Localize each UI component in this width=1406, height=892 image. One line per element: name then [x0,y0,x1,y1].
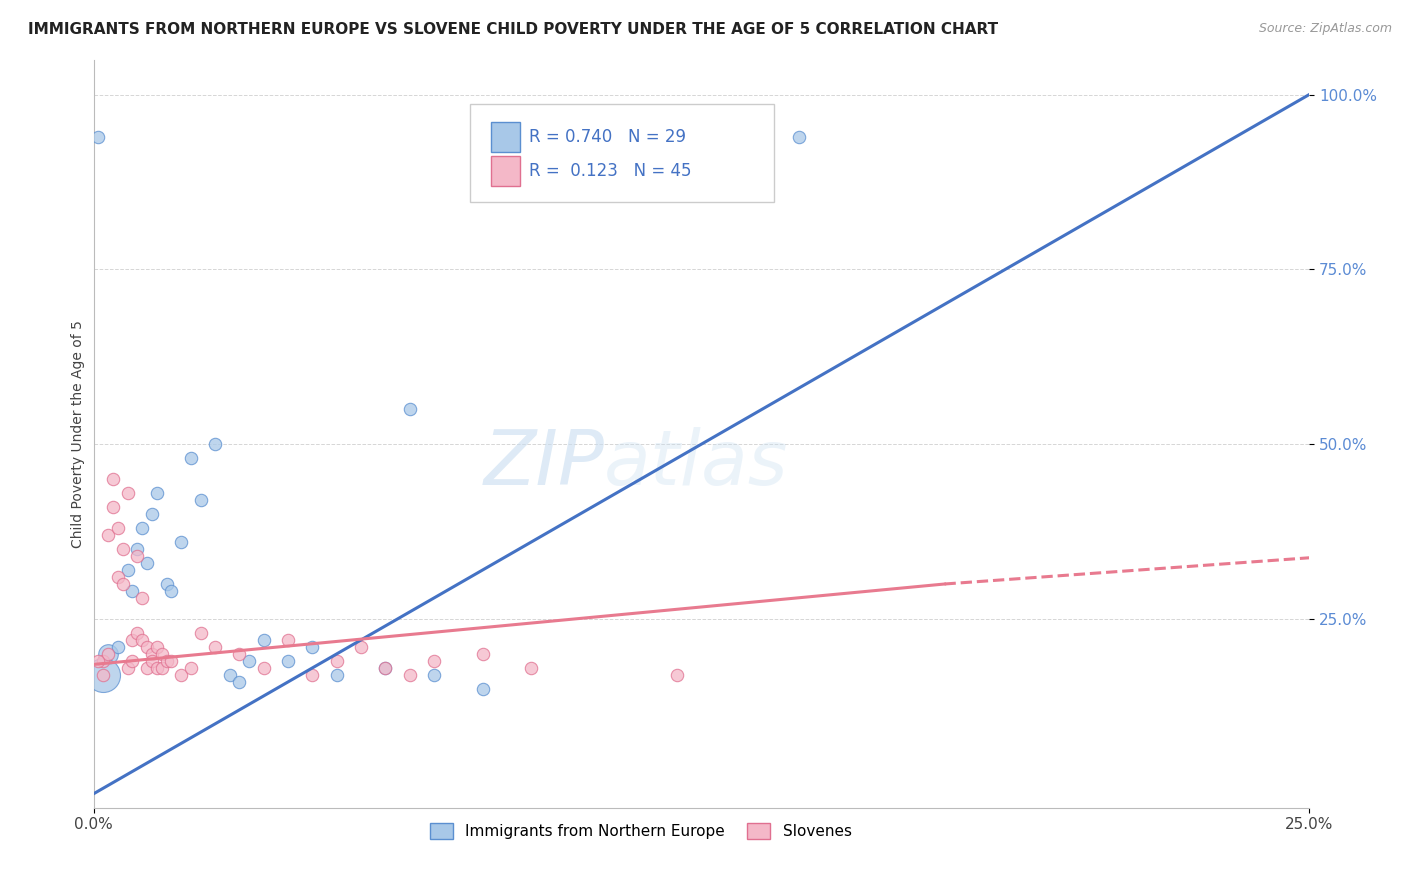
Point [136,556,159,570]
Point [121,584,143,599]
Point [146,486,169,500]
Point [107,640,129,654]
Point [97,528,120,542]
Point [374,661,396,675]
Text: ZIP: ZIP [484,426,605,500]
Point [204,437,226,451]
Point [141,507,163,521]
Point [136,661,159,675]
Point [666,668,689,682]
Point [87,129,110,144]
Point [146,640,169,654]
Point [146,661,169,675]
Point [91,668,114,682]
Point [238,654,260,668]
Point [111,542,134,557]
Point [170,535,193,549]
Point [301,668,323,682]
Point [91,668,114,682]
Point [97,647,120,661]
Point [155,577,177,591]
Legend: Immigrants from Northern Europe, Slovenes: Immigrants from Northern Europe, Slovene… [423,817,858,845]
Point [101,500,124,514]
Point [190,626,212,640]
Point [160,584,183,599]
Point [150,647,173,661]
Point [136,640,159,654]
Point [160,654,183,668]
Text: IMMIGRANTS FROM NORTHERN EUROPE VS SLOVENE CHILD POVERTY UNDER THE AGE OF 5 CORR: IMMIGRANTS FROM NORTHERN EUROPE VS SLOVE… [28,22,998,37]
Point [277,654,299,668]
Point [97,647,120,661]
Point [190,493,212,508]
Point [520,661,543,675]
Point [218,668,240,682]
Text: R = 0.740   N = 29: R = 0.740 N = 29 [529,128,686,146]
Point [111,577,134,591]
Point [350,640,373,654]
Point [127,542,149,557]
Y-axis label: Child Poverty Under the Age of 5: Child Poverty Under the Age of 5 [72,319,86,548]
Point [101,472,124,486]
Point [374,661,396,675]
Point [253,632,276,647]
Point [423,668,446,682]
Point [325,668,347,682]
Point [150,661,173,675]
Point [253,661,276,675]
Point [471,681,494,696]
Point [398,668,420,682]
Point [471,647,494,661]
Point [117,563,139,577]
FancyBboxPatch shape [491,156,520,186]
Point [141,654,163,668]
Point [423,654,446,668]
Text: R =  0.123   N = 45: R = 0.123 N = 45 [529,162,692,180]
Point [141,647,163,661]
Point [121,654,143,668]
Point [787,129,810,144]
Point [228,674,250,689]
Point [127,549,149,563]
Point [121,632,143,647]
Point [170,668,193,682]
Point [131,591,153,605]
Point [131,632,153,647]
Point [277,632,299,647]
Point [180,661,202,675]
Point [127,626,149,640]
Point [107,521,129,535]
Point [91,654,114,668]
Point [204,640,226,654]
Point [117,486,139,500]
Point [107,570,129,584]
Text: Source: ZipAtlas.com: Source: ZipAtlas.com [1258,22,1392,36]
FancyBboxPatch shape [471,104,775,202]
Point [155,654,177,668]
Point [301,640,323,654]
Point [131,521,153,535]
Point [228,647,250,661]
Point [180,451,202,466]
FancyBboxPatch shape [491,122,520,153]
Point [325,654,347,668]
Point [398,402,420,417]
Point [87,654,110,668]
Text: atlas: atlas [605,426,789,500]
Point [117,661,139,675]
